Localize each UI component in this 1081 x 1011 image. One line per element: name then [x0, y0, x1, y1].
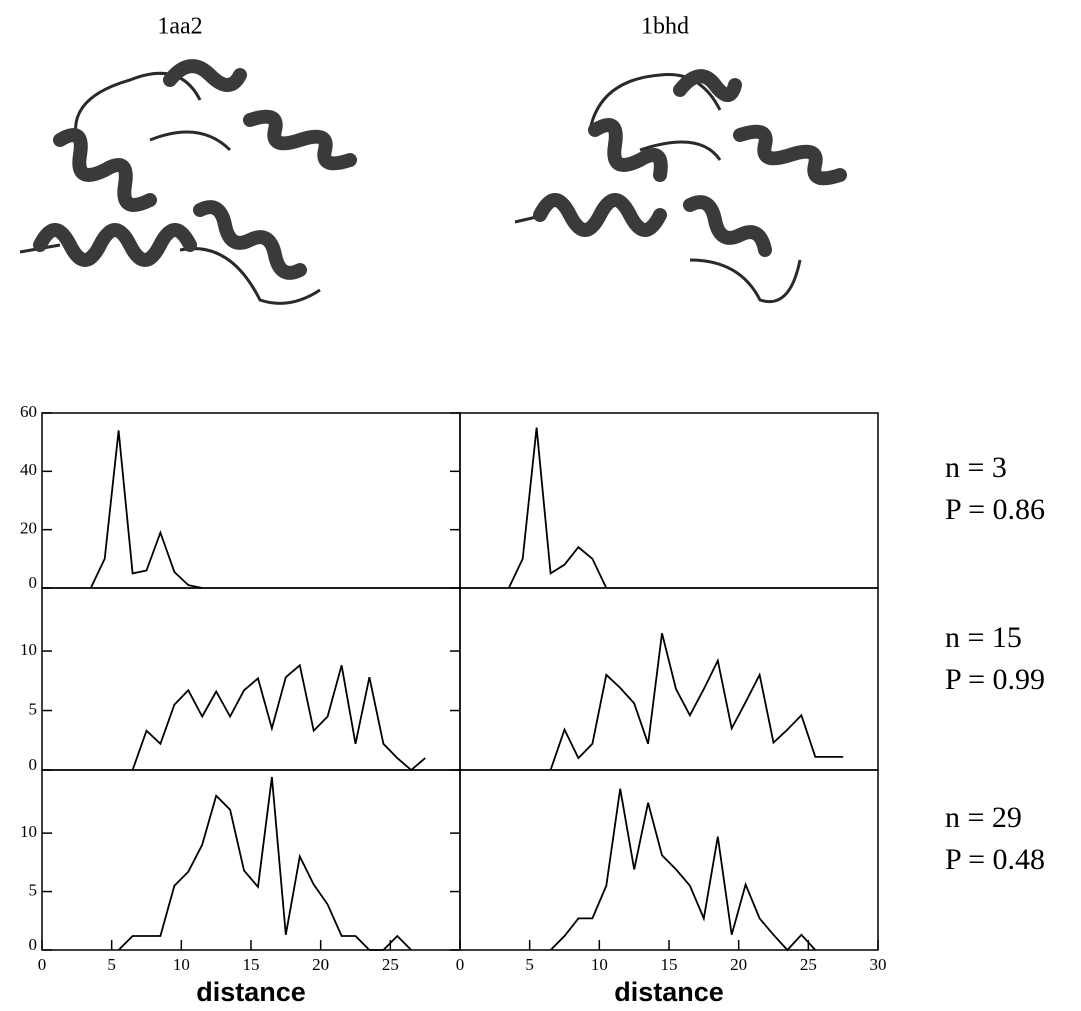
x-axis-label: distance [196, 977, 306, 1007]
protein-structure [20, 66, 350, 303]
column-title: 1bhd [641, 14, 689, 40]
y-tick-label: 0 [29, 755, 38, 774]
x-tick-label: 5 [525, 955, 534, 974]
panel-frame [42, 588, 460, 770]
panel-frame [460, 770, 878, 950]
row-label-p: P = 0.99 [945, 663, 1045, 696]
y-tick-label: 20 [20, 519, 37, 538]
x-tick-label: 15 [661, 955, 678, 974]
row-label-p: P = 0.86 [945, 493, 1045, 526]
column-title: 1aa2 [157, 14, 202, 40]
panel-frame [460, 588, 878, 770]
figure: 1aa2 1bhd n = 3 P = 0.86 n = 15 P = 0.99… [0, 0, 1081, 1011]
x-tick-label: 5 [107, 955, 116, 974]
panel-frame [42, 413, 460, 588]
row-label-n: n = 29 [945, 801, 1022, 834]
y-tick-label: 40 [20, 460, 37, 479]
x-tick-label: 15 [243, 955, 260, 974]
data-line [551, 789, 816, 950]
data-line [133, 665, 426, 770]
y-tick-label: 10 [20, 640, 37, 659]
y-tick-label: 60 [20, 402, 37, 421]
data-line [551, 633, 844, 770]
x-tick-label: 10 [591, 955, 608, 974]
x-tick-label: 10 [173, 955, 190, 974]
protein-structure [515, 74, 840, 301]
x-tick-label: 25 [382, 955, 399, 974]
x-tick-label: 20 [312, 955, 329, 974]
x-tick-label: 30 [870, 955, 887, 974]
row-label-p: P = 0.48 [945, 843, 1045, 876]
y-tick-label: 5 [29, 699, 38, 718]
data-line [91, 431, 202, 589]
x-tick-label: 0 [456, 955, 465, 974]
y-tick-label: 10 [20, 822, 37, 841]
row-label-n: n = 3 [945, 451, 1007, 484]
y-tick-label: 0 [29, 573, 38, 592]
row-label-n: n = 15 [945, 621, 1022, 654]
y-tick-label: 0 [29, 935, 38, 954]
x-tick-label: 20 [730, 955, 747, 974]
x-axis-label: distance [614, 977, 724, 1007]
x-tick-label: 25 [800, 955, 817, 974]
data-line [509, 428, 607, 588]
panel-frame [42, 770, 460, 950]
data-line [119, 777, 412, 950]
panel-frame [460, 413, 878, 588]
y-tick-label: 5 [29, 880, 38, 899]
x-tick-label: 0 [38, 955, 47, 974]
